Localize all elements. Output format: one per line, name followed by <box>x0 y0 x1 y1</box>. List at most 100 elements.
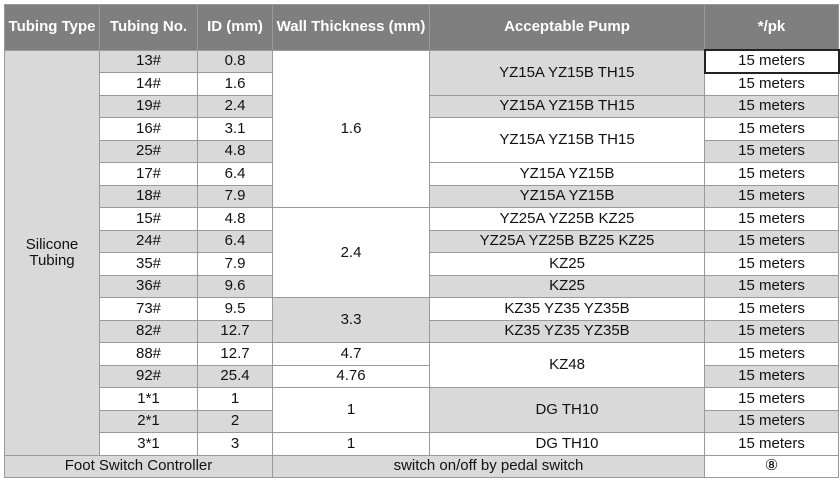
pk-cell: 15 meters <box>704 319 839 343</box>
pk-cell: 15 meters <box>704 342 839 366</box>
tubing-no-cell: 13# <box>99 49 198 73</box>
pk-cell: 15 meters <box>704 252 839 276</box>
tubing-no-cell: 24# <box>99 229 198 253</box>
tubing-no-cell: 3*1 <box>99 432 198 456</box>
foot-switch-label: Foot Switch Controller <box>4 454 273 478</box>
pump-cell: YZ15A YZ15B TH15 <box>429 117 705 163</box>
header-wall-thickness: Wall Thickness (mm) <box>272 4 430 51</box>
tubing-no-cell: 1*1 <box>99 387 198 411</box>
footer-row: Foot Switch Controller switch on/off by … <box>4 454 839 478</box>
id-cell: 6.4 <box>197 229 273 253</box>
id-cell: 3.1 <box>197 117 273 141</box>
wall-thickness-cell: 2.4 <box>272 207 430 298</box>
id-cell: 7.9 <box>197 252 273 276</box>
id-cell: 4.8 <box>197 139 273 163</box>
id-cell: 1 <box>197 387 273 411</box>
pump-cell: YZ25A YZ25B BZ25 KZ25 <box>429 229 705 253</box>
id-cell: 1.6 <box>197 72 273 96</box>
table-row: Silicone Tubing 13# 0.8 1.6 YZ15A YZ15B … <box>4 49 840 456</box>
tubing-no-cell: 25# <box>99 139 198 163</box>
header-tubing-no: Tubing No. <box>99 4 198 51</box>
pk-cell: 15 meters <box>704 162 839 186</box>
id-cell: 12.7 <box>197 342 273 366</box>
id-cell: 7.9 <box>197 184 273 208</box>
pump-cell: KZ25 <box>429 252 705 276</box>
id-cell: 3 <box>197 432 273 456</box>
table-row: 1*1 1 1 DG TH10 15 meters <box>5 387 839 433</box>
pk-cell: 15 meters <box>704 117 839 141</box>
table-row: 14# 1.6 15 meters <box>5 72 839 96</box>
tubing-no-cell: 92# <box>99 364 198 388</box>
pump-cell: DG TH10 <box>429 432 705 456</box>
pk-cell: 15 meters <box>704 297 839 321</box>
pump-cell: YZ15A YZ15B <box>429 184 705 208</box>
tubing-type-cell: Silicone Tubing <box>4 49 100 456</box>
wall-thickness-cell: 1.6 <box>272 49 430 208</box>
id-cell: 25.4 <box>197 364 273 388</box>
table-row: 16# 3.1 YZ15A YZ15B TH15 15 meters <box>5 117 839 163</box>
tubing-no-cell: 15# <box>99 207 198 231</box>
tubing-no-cell: 36# <box>99 274 198 298</box>
pk-cell: 15 meters <box>703 49 840 74</box>
id-cell: 0.8 <box>197 49 273 73</box>
tubing-no-cell: 19# <box>99 94 198 118</box>
tubing-no-cell: 73# <box>99 297 198 321</box>
pk-cell: 15 meters <box>704 364 839 388</box>
wall-thickness-cell: 4.7 <box>272 342 430 366</box>
pump-cell: KZ48 <box>429 342 705 388</box>
wall-thickness-cell: 1 <box>272 387 430 433</box>
header-acceptable-pump: Acceptable Pump <box>429 4 705 51</box>
pump-cell: DG TH10 <box>429 387 705 433</box>
table-row: 88# 12.7 4.7 KZ48 15 meters <box>5 342 839 388</box>
tubing-no-cell: 82# <box>99 319 198 343</box>
foot-switch-description: switch on/off by pedal switch <box>272 454 705 478</box>
pk-cell: 15 meters <box>704 72 839 96</box>
table-row: 73# 9.5 3.3 KZ35 YZ35 YZ35B 15 meters <box>5 297 839 343</box>
tubing-no-cell: 35# <box>99 252 198 276</box>
id-cell: 2 <box>197 409 273 433</box>
table-row: 15# 4.8 2.4 YZ25A YZ25B KZ25 15 meters <box>5 207 839 298</box>
header-row: Tubing Type Tubing No. ID (mm) Wall Thic… <box>4 4 839 51</box>
pk-cell: 15 meters <box>704 274 839 298</box>
id-cell: 9.6 <box>197 274 273 298</box>
wall-thickness-cell: 1 <box>272 432 430 456</box>
tubing-no-cell: 88# <box>99 342 198 366</box>
pk-cell: 15 meters <box>704 432 839 456</box>
tubing-no-cell: 14# <box>99 72 198 96</box>
pk-cell: 15 meters <box>704 94 839 118</box>
foot-switch-pk: ⑧ <box>704 454 839 478</box>
table-row: 25# 4.8 15 meters <box>5 139 839 163</box>
pump-cell: YZ15A YZ15B TH15 <box>429 49 705 96</box>
tubing-no-cell: 16# <box>99 117 198 141</box>
id-cell: 12.7 <box>197 319 273 343</box>
table-row: 36# 9.6 KZ25 15 meters <box>5 274 839 298</box>
wall-thickness-cell: 3.3 <box>272 297 430 343</box>
table-row: 24# 6.4 YZ25A YZ25B BZ25 KZ25 15 meters <box>5 229 839 253</box>
header-id: ID (mm) <box>197 4 273 51</box>
pump-cell: KZ35 YZ35 YZ35B <box>429 297 705 321</box>
table-row: 17# 6.4 YZ15A YZ15B 15 meters <box>5 162 839 186</box>
id-cell: 2.4 <box>197 94 273 118</box>
tubing-no-cell: 2*1 <box>99 409 198 433</box>
tubing-no-cell: 17# <box>99 162 198 186</box>
id-cell: 6.4 <box>197 162 273 186</box>
table-row: 92# 25.4 4.76 15 meters <box>5 364 839 388</box>
pk-cell: 15 meters <box>704 184 839 208</box>
table-row: 35# 7.9 KZ25 15 meters <box>5 252 839 276</box>
pump-cell: YZ15A YZ15B <box>429 162 705 186</box>
pump-cell: KZ25 <box>429 274 705 298</box>
pump-cell: YZ15A YZ15B TH15 <box>429 94 705 118</box>
id-cell: 4.8 <box>197 207 273 231</box>
tubing-no-cell: 18# <box>99 184 198 208</box>
table-row: 19# 2.4 YZ15A YZ15B TH15 15 meters <box>5 94 839 118</box>
pump-cell: YZ25A YZ25B KZ25 <box>429 207 705 231</box>
table-row: 3*1 3 1 DG TH10 15 meters <box>5 432 839 456</box>
table-row: 18# 7.9 YZ15A YZ15B 15 meters <box>5 184 839 208</box>
pump-cell: KZ35 YZ35 YZ35B <box>429 319 705 343</box>
pk-cell: 15 meters <box>704 139 839 163</box>
pk-cell: 15 meters <box>704 409 839 433</box>
header-per-pack: */pk <box>704 4 839 51</box>
id-cell: 9.5 <box>197 297 273 321</box>
tubing-spec-table: Tubing Type Tubing No. ID (mm) Wall Thic… <box>4 4 840 478</box>
wall-thickness-cell: 4.76 <box>272 364 430 388</box>
